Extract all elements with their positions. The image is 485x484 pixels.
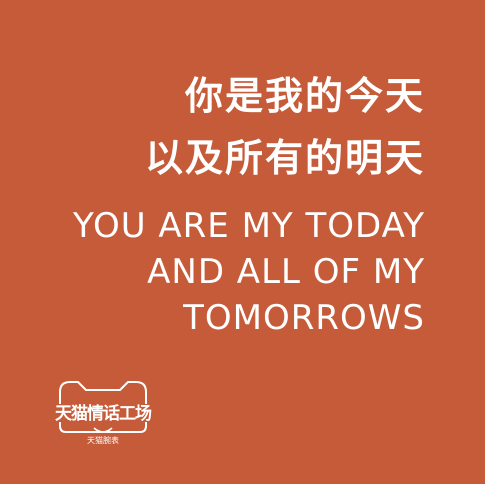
chinese-headline-line-1: 你是我的今天 xyxy=(184,74,425,118)
chinese-headline-line-2: 以及所有的明天 xyxy=(144,136,425,180)
brand-logo: 天猫情话工场 天猫腕表 xyxy=(48,378,158,458)
tmall-cat-head-icon xyxy=(59,381,147,433)
english-headline-line-2: AND ALL OF MY xyxy=(147,252,425,292)
english-headline-line-1: YOU ARE MY TODAY xyxy=(73,206,425,246)
english-headline-line-3: TOMORROWS xyxy=(183,298,425,338)
brand-name: 天猫情话工场 xyxy=(55,404,152,424)
brand-subtitle: 天猫腕表 xyxy=(87,436,119,445)
